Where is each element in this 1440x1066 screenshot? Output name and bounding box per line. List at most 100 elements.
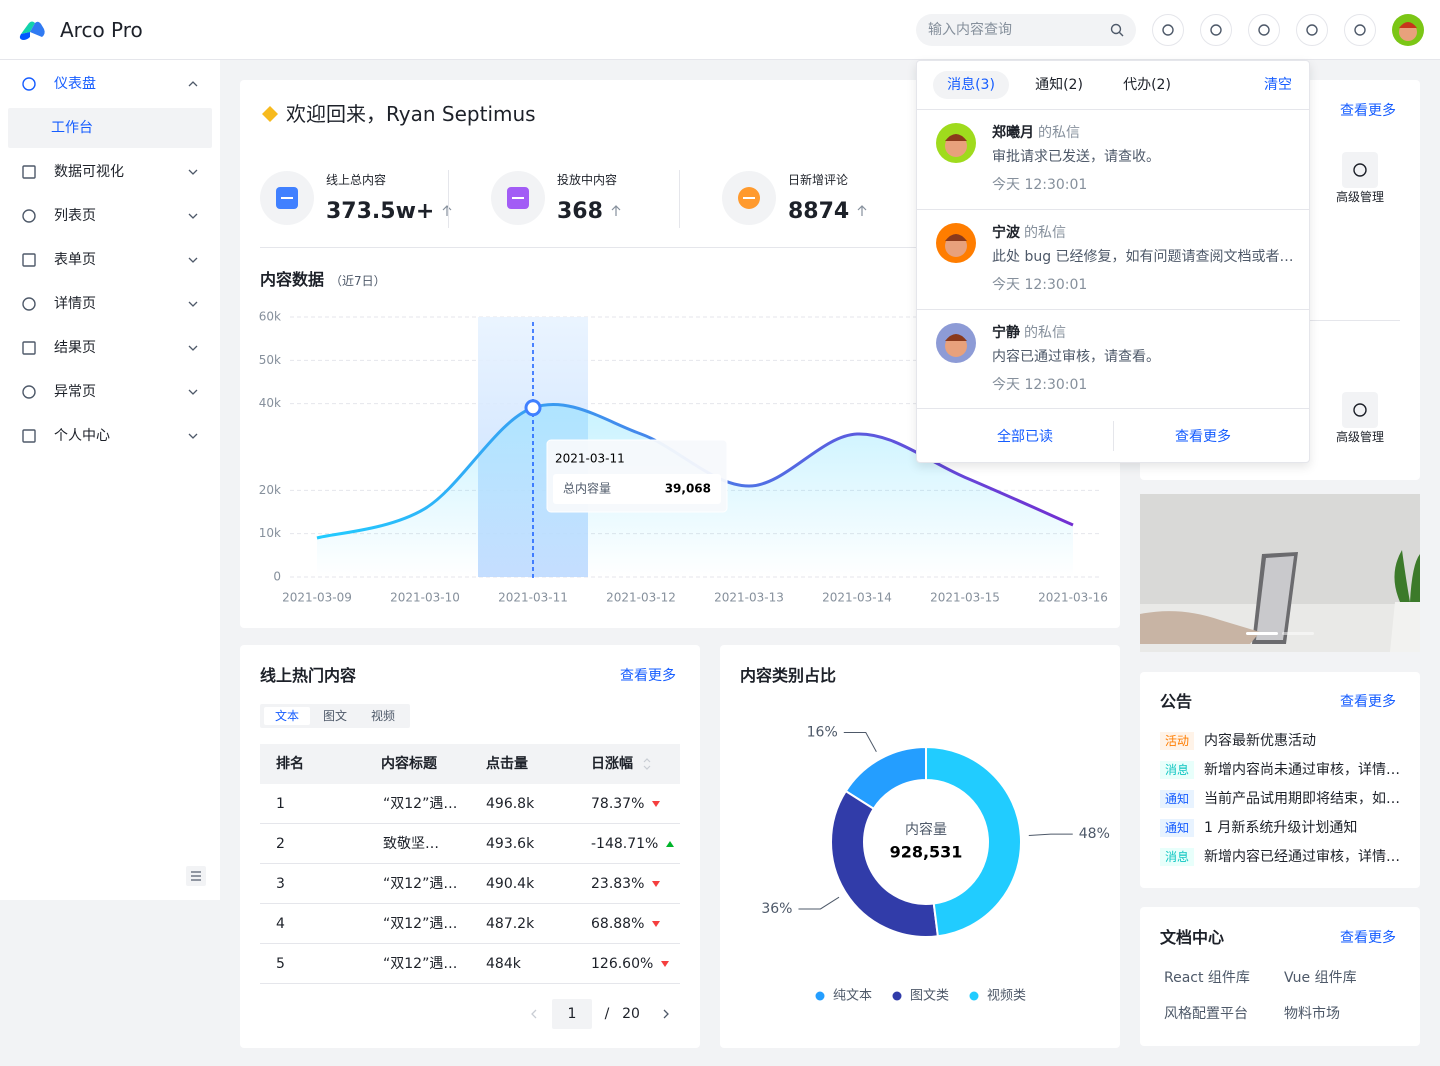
arrow	[188, 301, 198, 307]
message-name[interactable]: 宁静	[992, 325, 1020, 341]
page-current: 1	[567, 1006, 577, 1022]
menu-item[interactable]: 列表页	[54, 208, 96, 224]
announcement-text[interactable]: 新增内容尚未通过审核，详情…	[1204, 762, 1400, 778]
next-page[interactable]	[662, 1009, 670, 1019]
op-icon[interactable]	[1342, 392, 1378, 428]
message-popup: 消息(3) 通知(2) 代办(2) 清空 郑曦月 的私信 审批请求已发送，请查收。 今天 12…	[916, 60, 1310, 463]
doc-link[interactable]: React 组件库	[1164, 970, 1250, 986]
menu-item[interactable]: 表单页	[54, 252, 96, 268]
column-header: 日涨幅	[591, 756, 633, 772]
message-tab[interactable]: 代办(2)	[1123, 77, 1171, 93]
doc-link[interactable]: 物料市场	[1284, 1006, 1340, 1022]
menu-item[interactable]: 结果页	[54, 340, 96, 356]
submenu-item[interactable]: 工作台	[51, 120, 93, 136]
op-icon[interactable]	[1342, 152, 1378, 188]
user-avatar[interactable]	[1392, 14, 1424, 46]
collapse-button[interactable]	[186, 866, 206, 886]
tab[interactable]: 文本	[274, 709, 300, 723]
menu-arrow[interactable]	[188, 299, 198, 309]
arrow	[188, 345, 198, 351]
icon-button[interactable]	[1152, 14, 1184, 46]
footer-split	[1113, 421, 1114, 451]
carousel[interactable]	[1140, 494, 1420, 652]
arrow	[663, 1009, 669, 1019]
y-tick-label: 50k	[259, 353, 281, 367]
chart-title: 内容数据	[260, 270, 325, 289]
menu-arrow[interactable]	[188, 79, 198, 89]
pie-slice	[925, 745, 1022, 938]
announcement-text[interactable]: 新增内容已经通过审核，详情…	[1204, 849, 1400, 865]
row-border	[260, 983, 680, 984]
op-label[interactable]: 高级管理	[1335, 190, 1385, 204]
stat-label: 投放中内容	[557, 173, 618, 187]
search-icon[interactable]	[1110, 23, 1124, 37]
message-content: 内容已通过审核，请查看。	[992, 349, 1160, 365]
announcement-text[interactable]: 1 月新系统升级计划通知	[1204, 820, 1358, 836]
clear-button[interactable]: 清空	[1264, 77, 1292, 93]
tab[interactable]: 视频	[370, 709, 396, 723]
more-link[interactable]: 查看更多	[1340, 930, 1396, 946]
tab[interactable]: 图文	[322, 709, 348, 723]
tag: 消息	[1160, 761, 1195, 779]
prev-page[interactable]	[530, 1009, 538, 1019]
table-cell: 496.8k	[486, 796, 535, 812]
table-cell: “双12”遇…	[383, 956, 458, 972]
trend-icon	[661, 961, 669, 967]
more-link[interactable]: 查看更多	[1340, 694, 1396, 710]
menu-item[interactable]: 详情页	[54, 296, 96, 312]
doc-link[interactable]: 风格配置平台	[1164, 1006, 1248, 1022]
message-name[interactable]: 宁波	[992, 225, 1020, 241]
message-divider	[917, 309, 1309, 310]
y-tick-label: 20k	[259, 483, 281, 497]
table-head	[260, 744, 680, 784]
icon-shape	[1353, 403, 1367, 417]
icon-button[interactable]	[1344, 14, 1376, 46]
view-more[interactable]: 查看更多	[1175, 429, 1231, 445]
x-tick-label: 2021-03-13	[714, 591, 784, 605]
mark-all-read[interactable]: 全部已读	[997, 429, 1053, 445]
message-time: 今天 12:30:01	[992, 377, 1088, 393]
doc-link[interactable]: Vue 组件库	[1284, 970, 1357, 986]
menu-arrow[interactable]	[188, 255, 198, 265]
message-name[interactable]: 郑曦月	[992, 125, 1034, 141]
stat-label: 线上总内容	[326, 173, 387, 187]
message-divider	[917, 109, 1309, 110]
tag: 活动	[1160, 732, 1195, 750]
menu-item[interactable]: 异常页	[54, 384, 96, 400]
menu-arrow[interactable]	[188, 343, 198, 353]
table-cell: 2	[276, 836, 285, 852]
message-tab[interactable]: 消息(3)	[947, 77, 995, 93]
menu-item[interactable]: 个人中心	[54, 428, 110, 444]
sort-icon[interactable]	[643, 757, 651, 771]
menu-item[interactable]: 数据可视化	[54, 164, 124, 180]
icon-shape	[1353, 163, 1367, 177]
card-title: 公告	[1160, 692, 1193, 711]
x-tick-label: 2021-03-09	[282, 591, 352, 605]
menu-arrow[interactable]	[188, 431, 198, 441]
announcement-text[interactable]: 当前产品试用期即将结束，如…	[1204, 791, 1400, 807]
icon-shape	[1210, 24, 1222, 36]
page-box[interactable]	[552, 999, 592, 1029]
search-box[interactable]	[916, 14, 1136, 46]
label-line	[843, 731, 877, 752]
menu-arrow[interactable]	[188, 167, 198, 177]
icon-shape	[22, 341, 36, 355]
op-label[interactable]: 高级管理	[1335, 430, 1385, 444]
announcement-text[interactable]: 内容最新优惠活动	[1204, 733, 1316, 749]
row-border	[260, 863, 680, 864]
icon-button[interactable]	[1296, 14, 1328, 46]
menu-arrow[interactable]	[188, 387, 198, 397]
more-link[interactable]: 查看更多	[620, 668, 676, 684]
more-link[interactable]: 查看更多	[1340, 103, 1396, 119]
menu-item[interactable]: 仪表盘	[54, 76, 96, 92]
icon-button[interactable]	[1248, 14, 1280, 46]
icon-shape	[1110, 23, 1122, 35]
sidebar	[0, 60, 220, 900]
slice-label: 48%	[1079, 826, 1110, 842]
message-tab[interactable]: 通知(2)	[1035, 77, 1083, 93]
stat-divider	[448, 170, 449, 228]
stat-up-arrow	[857, 205, 867, 216]
menu-arrow[interactable]	[188, 211, 198, 221]
icon-button[interactable]	[1200, 14, 1232, 46]
